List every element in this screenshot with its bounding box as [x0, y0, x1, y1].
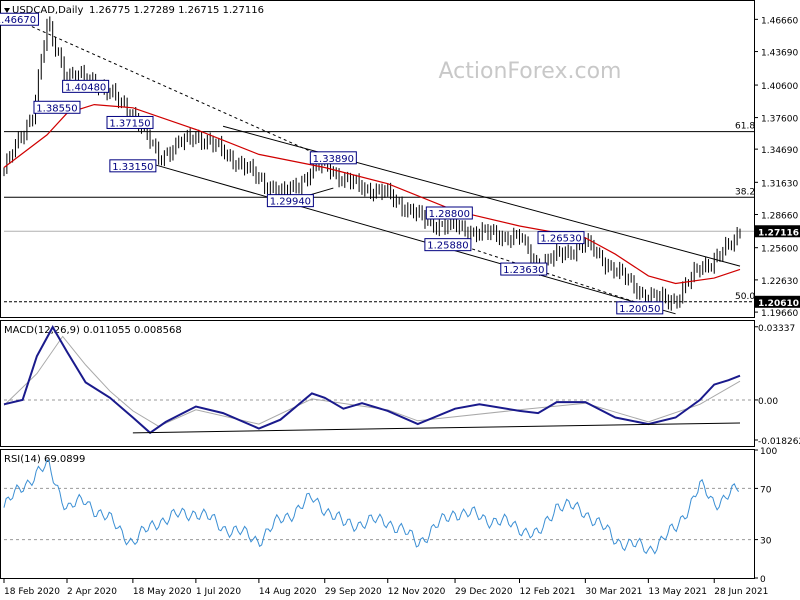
fib-label: 38.2 — [735, 187, 755, 197]
swing-label-box — [0, 12, 39, 26]
rsi-axis: 100 70 30 0 — [754, 447, 777, 585]
swing-label-box — [266, 194, 314, 208]
x-tick-label: 12 Nov 2020 — [388, 587, 446, 597]
price-axis: 1.46660 1.43690 1.40600 1.37600 1.34690 1.316… — [754, 16, 800, 319]
price-highlight-box — [755, 295, 800, 308]
rsi-title: RSI(14) 69.0899 — [4, 454, 85, 465]
macd-plot — [3, 325, 754, 435]
macd-tick-label: 0.03337 — [758, 324, 795, 334]
price-tick-label: 1.28660 — [761, 212, 798, 222]
macd-tick-label: -0.018262 — [758, 437, 800, 447]
rsi-plot — [3, 459, 754, 555]
macd-axis: 0.03337 0.00 -0.018262 — [754, 324, 800, 447]
swing-label: 1.38550 — [36, 103, 77, 114]
x-axis: 18 Feb 2020 2 Apr 2020 18 May 2020 1 Jul 20… — [3, 578, 768, 597]
trendline — [222, 125, 741, 267]
x-tick-label: 29 Dec 2020 — [455, 587, 513, 597]
symbol-label: USDCAD,Daily — [12, 5, 83, 16]
x-tick-label: 30 Mar 2021 — [585, 587, 642, 597]
swing-label: 1.25880 — [427, 241, 468, 252]
moving-average-line — [3, 103, 741, 285]
swing-label-box — [500, 262, 548, 276]
swing-label: 1.33150 — [112, 162, 153, 173]
swing-label: 1.40480 — [65, 82, 106, 93]
x-tick-label: 28 Jun 2021 — [714, 587, 768, 597]
swing-label-box — [537, 231, 585, 245]
fib-label: 50.0 — [735, 292, 755, 302]
price-tick-label: 1.46660 — [761, 16, 798, 26]
price-tick-label: 1.19660 — [761, 309, 798, 319]
swing-label-box — [33, 100, 81, 114]
x-tick-label: 18 May 2020 — [133, 587, 192, 597]
price-highlight-label: 1.27116 — [758, 228, 799, 238]
fib-label: 61.8 — [735, 122, 755, 132]
price-tick-label: 1.25600 — [761, 245, 798, 255]
price-tick-label: 1.31630 — [761, 179, 798, 189]
swing-label: 1.46670 — [0, 15, 36, 26]
price-tick-label: 1.34690 — [761, 146, 798, 156]
swing-label-box — [62, 79, 110, 93]
swing-label-box — [309, 151, 357, 165]
trendline — [15, 18, 325, 159]
swing-label-box — [424, 238, 472, 252]
price-highlight-label: 1.20610 — [758, 299, 799, 309]
macd-trendline — [132, 422, 741, 434]
swing-label: 1.28800 — [429, 209, 470, 220]
macd-panel-frame — [0, 320, 755, 447]
price-tick-label: 1.22630 — [761, 277, 798, 287]
price-tick-label: 1.37600 — [761, 115, 798, 125]
x-tick-label: 18 Feb 2020 — [4, 587, 60, 597]
x-tick-label: 12 Feb 2021 — [519, 587, 575, 597]
price-tick-label: 1.43690 — [761, 49, 798, 59]
swing-label: 1.23630 — [503, 265, 544, 276]
swing-label-box — [616, 301, 664, 315]
trendline — [152, 163, 676, 315]
ohlc-label: 1.26775 1.27289 1.26715 1.27116 — [89, 5, 264, 16]
swing-label: 1.33890 — [313, 154, 354, 165]
rsi-line — [3, 459, 740, 555]
price-header: USDCAD,Daily 1.26775 1.27289 1.26715 1.2… — [4, 5, 264, 16]
swing-label-box — [109, 159, 157, 173]
x-tick-label: 2 Apr 2020 — [67, 587, 117, 597]
x-tick-label: 29 Sep 2020 — [325, 587, 382, 597]
swing-label: 1.20050 — [619, 304, 660, 315]
swing-label: 1.29940 — [270, 197, 311, 208]
rsi-tick-label: 30 — [760, 537, 772, 547]
macd-title: MACD(12,26,9) 0.011055 0.008568 — [4, 325, 182, 336]
macd-signal-line — [3, 335, 741, 427]
x-tick-label: 14 Aug 2020 — [259, 587, 317, 597]
macd-tick-label: 0.00 — [758, 397, 778, 407]
swing-label: 1.37150 — [109, 118, 150, 129]
swing-label-box — [106, 115, 154, 129]
x-tick-label: 13 May 2021 — [648, 587, 707, 597]
triangle-down-icon — [4, 8, 10, 13]
rsi-panel-frame — [0, 449, 755, 579]
rsi-tick-label: 0 — [760, 575, 766, 585]
trendline — [454, 242, 649, 307]
price-plot: 61.8 38.2 50.0 1.46670 1.38550 1.40480 1.37150… — [0, 12, 755, 315]
rsi-tick-label: 70 — [760, 485, 772, 495]
price-tick-label: 1.40600 — [761, 82, 798, 92]
rsi-tick-label: 100 — [760, 447, 777, 457]
swing-label: 1.26530 — [540, 234, 581, 245]
macd-line — [3, 325, 741, 435]
price-panel-frame — [0, 0, 755, 318]
price-highlight-box — [755, 225, 800, 238]
x-tick-label: 1 Jul 2020 — [196, 587, 241, 597]
watermark: ActionForex.com — [439, 59, 622, 84]
swing-label-box — [425, 206, 473, 220]
